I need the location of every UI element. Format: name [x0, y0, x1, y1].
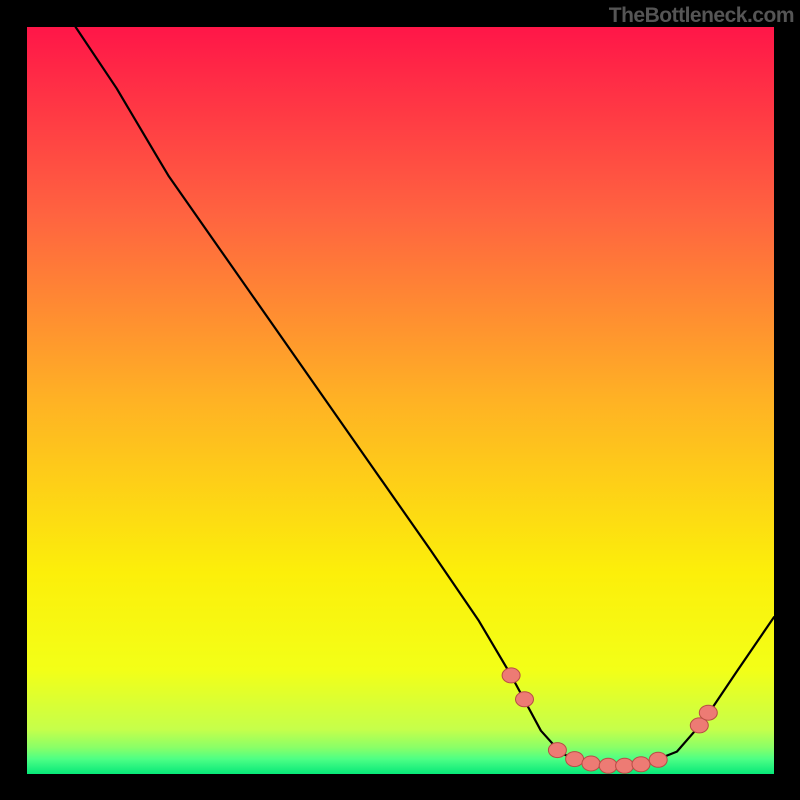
- curve-marker: [516, 692, 534, 707]
- watermark-text: TheBottleneck.com: [609, 4, 794, 28]
- curve-marker: [502, 668, 520, 683]
- chart-svg-layer: [27, 27, 774, 774]
- curve-marker: [599, 758, 617, 773]
- curve-marker: [649, 752, 667, 767]
- chart-plot-area: [27, 27, 774, 774]
- bottleneck-curve: [76, 27, 774, 767]
- curve-marker: [632, 757, 650, 772]
- curve-marker: [566, 752, 584, 767]
- curve-marker: [548, 743, 566, 758]
- curve-marker: [699, 705, 717, 720]
- curve-marker: [582, 756, 600, 771]
- curve-marker: [616, 758, 634, 773]
